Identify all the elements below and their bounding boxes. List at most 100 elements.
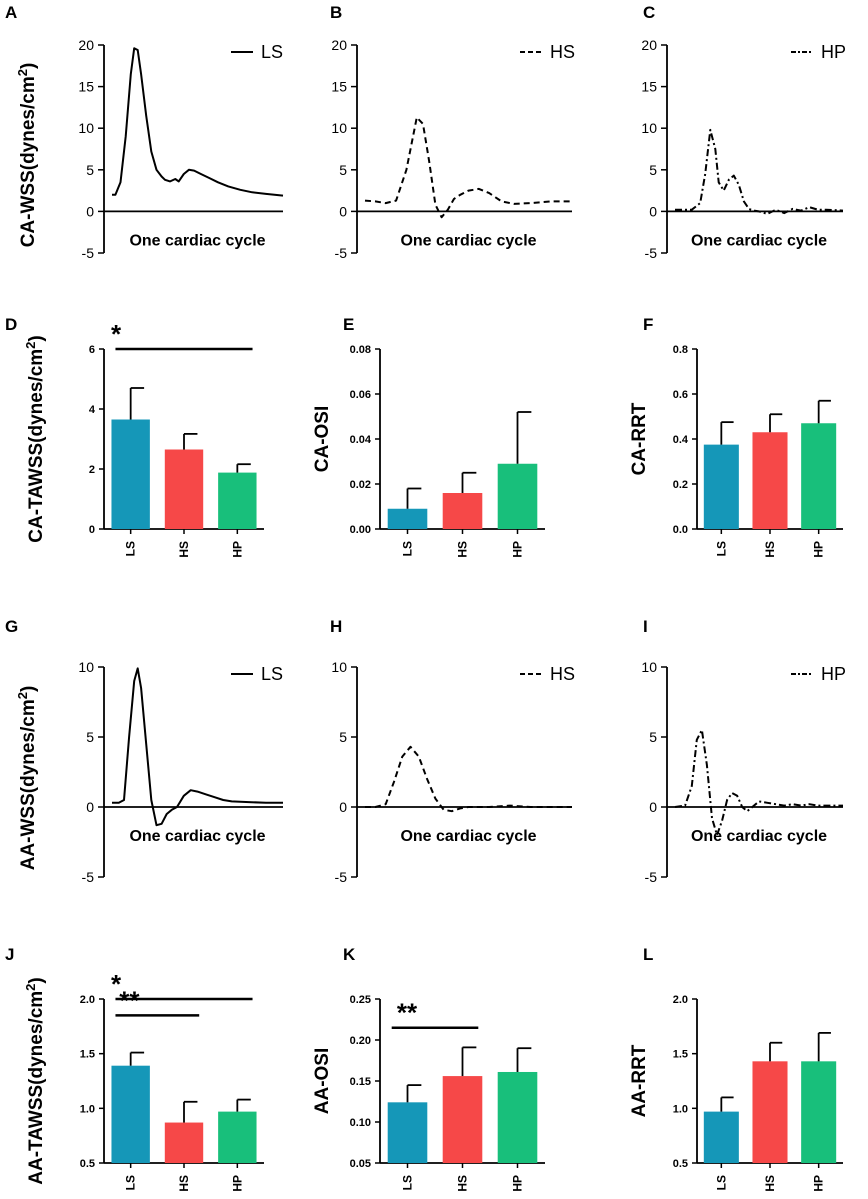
series-line-ls <box>112 667 283 827</box>
series-line-hp <box>675 128 844 215</box>
y-tick-label: 0.04 <box>350 434 372 446</box>
bar-hs <box>752 432 788 529</box>
y-tick-label: 15 <box>641 79 657 95</box>
y-axis-label-main: CA-TAWSS(dynes/cm <box>26 349 47 543</box>
y-axis-label: AA-RRT <box>629 1044 650 1117</box>
y-tick-label: 0.8 <box>673 344 688 356</box>
bar-hs <box>442 493 483 529</box>
y-axis-label-sup: 2 <box>23 984 38 991</box>
panel-a: A -5 0 5 10 15 20 One cardiac cycle LS CA-WSS(dyn… <box>5 3 284 261</box>
y-tick-label: 0 <box>339 203 347 219</box>
y-tick-label: 6 <box>89 344 95 356</box>
y-tick-label: -5 <box>335 245 348 261</box>
y-tick-label: 1.5 <box>673 1049 688 1061</box>
y-axis-label-main: CA-WSS(dynes/cm <box>18 76 39 247</box>
significance-stars: * <box>111 319 122 349</box>
y-tick-label: 1.5 <box>80 1049 95 1061</box>
panel-letter: B <box>330 3 342 22</box>
series-line-hp <box>674 729 843 836</box>
y-tick-label: 0.08 <box>350 344 371 356</box>
y-tick-label: 5 <box>339 729 347 745</box>
y-axis-label: CA-RRT <box>629 402 650 475</box>
y-axis-label-tail: ) <box>18 63 39 69</box>
series-line-hs <box>365 745 572 813</box>
x-tick-label-ls: LS <box>714 1175 728 1190</box>
y-tick-label: 0 <box>86 799 94 815</box>
x-tick-label-ls: LS <box>124 541 138 556</box>
y-tick-label: 0.4 <box>673 434 689 446</box>
panel-k: K 0.05 0.10 0.15 0.20 0.25 LS HS HP ** AA-OSI <box>312 945 545 1192</box>
y-tick-label: 20 <box>78 37 94 53</box>
y-tick-label: 0 <box>649 203 657 219</box>
y-axis-label: CA-OSI <box>312 406 333 473</box>
x-tick-label-hs: HS <box>456 541 470 558</box>
bar-hs <box>164 1122 204 1163</box>
panel-letter: D <box>5 315 17 334</box>
panel-h: H -5 0 5 10 One cardiac cycle HS <box>330 617 575 885</box>
x-axis-label: One cardiac cycle <box>129 828 265 845</box>
y-tick-label: 10 <box>641 659 657 675</box>
panel-letter: K <box>343 945 356 964</box>
y-tick-label: 0.20 <box>350 1035 371 1047</box>
x-tick-label-hp: HP <box>511 541 525 558</box>
bar-hp <box>801 423 837 529</box>
y-axis-label: AA-OSI <box>312 1048 333 1115</box>
y-tick-label: 5 <box>649 729 657 745</box>
y-tick-label: 0.5 <box>673 1158 688 1170</box>
bar-ls <box>387 1102 428 1163</box>
panel-letter: J <box>5 945 14 964</box>
y-tick-label: 0.15 <box>350 1076 371 1088</box>
significance-stars: * <box>111 969 122 999</box>
y-tick-label: 0 <box>89 524 95 536</box>
x-tick-label-ls: LS <box>714 541 728 556</box>
legend-label: HS <box>550 664 575 684</box>
bar-hs <box>164 449 204 529</box>
bar-ls <box>387 508 428 529</box>
y-tick-label: 0.5 <box>80 1158 95 1170</box>
bar-ls <box>703 444 739 529</box>
y-tick-label: 0.2 <box>673 479 688 491</box>
panel-j: J 0.5 1.0 1.5 2.0 LS HS HP *** AA-TAWSS(dynes/cm2… <box>5 945 264 1192</box>
series-line-ls <box>112 47 284 197</box>
y-tick-label: 5 <box>649 162 657 178</box>
y-tick-label: 15 <box>331 79 347 95</box>
y-tick-label: 0.05 <box>350 1158 371 1170</box>
y-tick-label: 20 <box>641 37 657 53</box>
x-tick-label-hs: HS <box>456 1175 470 1192</box>
y-tick-label: 10 <box>78 120 94 136</box>
y-axis-label: AA-WSS(dynes/cm2) <box>15 686 40 871</box>
y-tick-label: 2.0 <box>673 994 688 1006</box>
x-tick-label-hp: HP <box>230 1175 244 1192</box>
y-tick-label: -5 <box>82 245 95 261</box>
panel-letter: G <box>5 617 18 636</box>
panel-letter: L <box>643 945 653 964</box>
bar-hp <box>218 472 257 529</box>
y-tick-label: -5 <box>645 869 658 885</box>
y-tick-label: 10 <box>641 120 657 136</box>
bar-hp <box>497 463 538 529</box>
x-tick-label-hs: HS <box>177 1175 191 1192</box>
x-tick-label-hs: HS <box>177 541 191 558</box>
y-axis-label-tail: ) <box>18 686 39 692</box>
y-axis-label-tail: ) <box>26 335 47 341</box>
y-tick-label: 10 <box>331 120 347 136</box>
y-axis-label-main: AA-TAWSS(dynes/cm <box>26 991 47 1185</box>
x-axis-label: One cardiac cycle <box>691 828 827 845</box>
bar-hp <box>801 1061 837 1163</box>
panel-l: L 0.5 1.0 1.5 2.0 LS HS HP AA-RRT <box>629 945 843 1192</box>
x-tick-label-hs: HS <box>763 541 777 558</box>
bar-ls <box>111 1065 150 1163</box>
y-axis-label-main: AA-WSS(dynes/cm <box>18 699 39 870</box>
x-axis-label: One cardiac cycle <box>400 828 536 845</box>
y-axis-label: CA-TAWSS(dynes/cm2) <box>23 335 48 542</box>
panel-letter: C <box>643 3 655 22</box>
panel-letter: H <box>330 617 342 636</box>
y-axis-label-sup: 2 <box>23 342 38 349</box>
y-tick-label: 2 <box>89 464 95 476</box>
bar-ls <box>111 419 150 529</box>
y-tick-label: 5 <box>339 162 347 178</box>
significance-stars: ** <box>119 985 140 1015</box>
x-tick-label-ls: LS <box>401 1175 415 1190</box>
